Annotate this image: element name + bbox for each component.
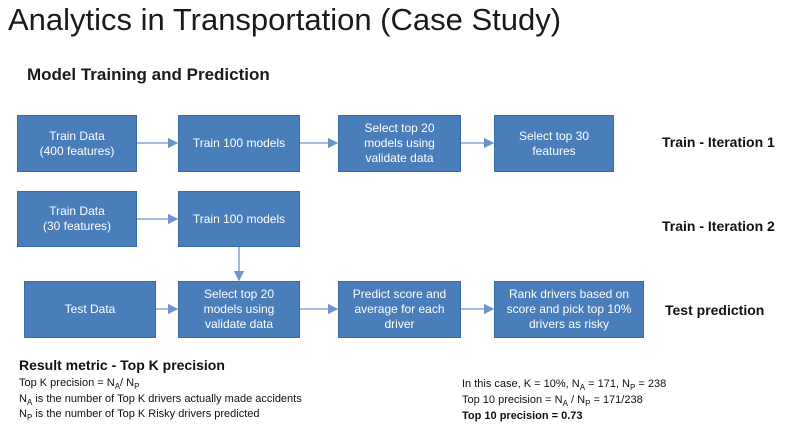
train-data-400-box: Train Data (400 features) bbox=[17, 115, 137, 172]
label-train-iteration-2: Train - Iteration 2 bbox=[662, 218, 775, 234]
select-top20-box-2: Select top 20 models using validate data bbox=[178, 281, 300, 338]
predict-score-box: Predict score and average for each drive… bbox=[338, 281, 461, 338]
section-subtitle: Model Training and Prediction bbox=[27, 65, 270, 84]
np-definition: NP is the number of Top K Risky drivers … bbox=[19, 408, 260, 423]
topk-formula: Top K precision = NA/ NP bbox=[19, 377, 140, 392]
test-data-box: Test Data bbox=[24, 281, 156, 338]
case-values: In this case, K = 10%, NA = 171, NP = 23… bbox=[462, 378, 667, 393]
case-precision-result: Top 10 precision = 0.73 bbox=[462, 410, 583, 422]
label-train-iteration-1: Train - Iteration 1 bbox=[662, 134, 775, 150]
na-definition: NA is the number of Top K drivers actual… bbox=[19, 393, 302, 408]
label-test-prediction: Test prediction bbox=[665, 302, 765, 318]
result-metric-heading: Result metric - Top K precision bbox=[19, 357, 225, 373]
case-precision-formula: Top 10 precision = NA / NP = 171/238 bbox=[462, 394, 643, 409]
train-100-models-box-2: Train 100 models bbox=[178, 191, 300, 247]
slide-title: Analytics in Transportation (Case Study) bbox=[8, 2, 562, 37]
select-top30-box: Select top 30 features bbox=[494, 115, 614, 172]
rank-drivers-box: Rank drivers based on score and pick top… bbox=[494, 281, 644, 338]
select-top20-box-1: Select top 20 models using validate data bbox=[338, 115, 461, 172]
train-100-models-box-1: Train 100 models bbox=[178, 115, 300, 172]
train-data-30-box: Train Data (30 features) bbox=[17, 191, 137, 247]
